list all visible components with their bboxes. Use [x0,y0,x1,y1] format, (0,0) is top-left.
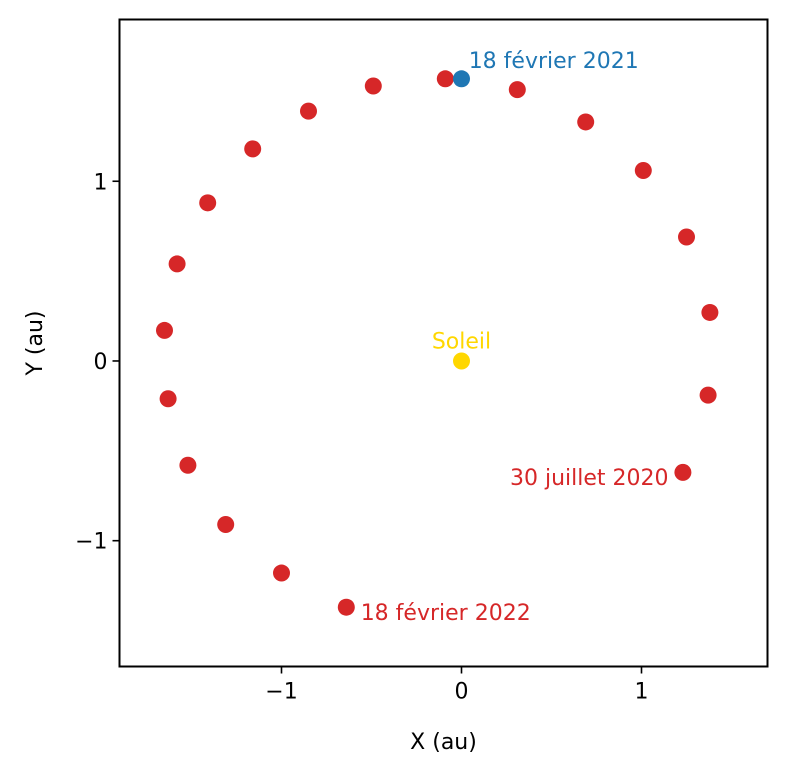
data-point [453,70,470,88]
y-tick-label: −1 [75,530,107,555]
data-point [273,564,290,582]
data-point [453,352,470,370]
data-point [159,390,177,408]
annotation-label: 30 juillet 2020 [510,466,669,491]
plot-frame [118,18,769,668]
y-axis-label: Y (au) [23,310,48,376]
data-points [156,70,719,616]
annotation-label: Soleil [432,329,491,354]
axis-ticks: −1 0 1 −1 0 1 [75,170,648,704]
y-tick-label: 0 [94,350,108,375]
x-tick-label: 0 [455,680,469,705]
x-tick-label: 1 [635,680,649,705]
data-point [678,228,695,246]
data-point [508,81,526,99]
x-tick-label: −1 [265,680,297,705]
data-point [179,456,197,474]
data-point [300,102,317,120]
data-point [634,161,652,179]
annotation-label: 18 février 2021 [469,49,639,74]
data-point [436,70,454,88]
data-point [674,463,692,481]
y-tick-label: 1 [94,170,108,195]
data-point [168,255,186,273]
x-axis-label: X (au) [410,730,477,755]
data-point [701,303,719,321]
data-point [364,77,382,95]
annotation-label: 18 février 2022 [361,601,531,626]
data-point [217,516,235,534]
data-point [337,598,355,616]
data-point [199,194,217,212]
data-point [156,321,173,339]
data-point [699,386,717,404]
annotations: 18 février 2021 Soleil 30 juillet 2020 18 f… [361,49,669,626]
data-point [577,113,595,131]
data-point [244,140,262,158]
